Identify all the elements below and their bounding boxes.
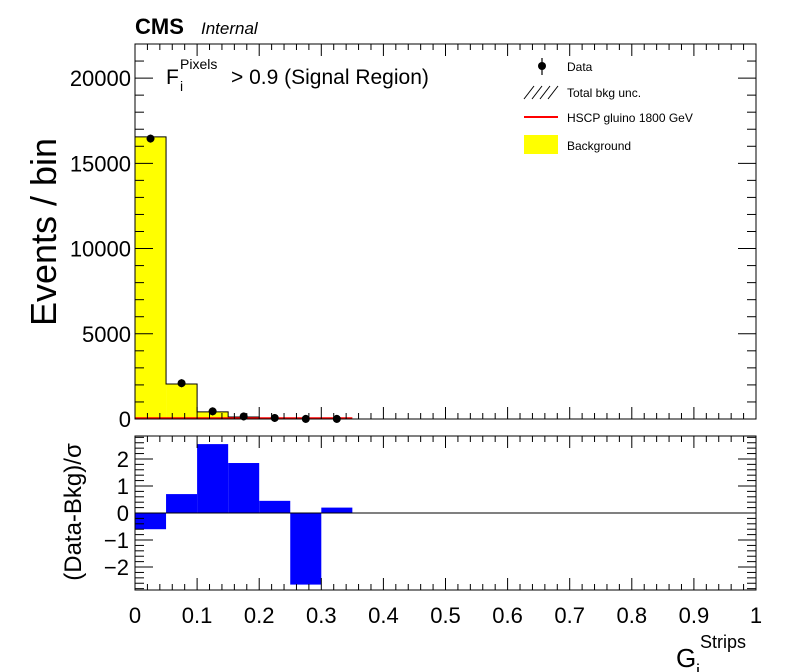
legend-unc-label: Total bkg unc. [567,86,641,100]
data-points [146,134,341,423]
background-bar [135,136,167,420]
x-tick-label: 0.7 [554,603,585,628]
data-point [270,413,279,422]
experiment-label: CMS [135,14,184,39]
ratio-y-tick-label: −2 [104,555,129,580]
legend-data-marker [538,58,546,75]
ratio-y-axis-title: (Data-Bkg)/σ [60,443,87,581]
x-tick-label: 0.2 [244,603,275,628]
x-tick-label: 0.6 [492,603,523,628]
ratio-y-tick-label: 2 [117,447,129,472]
background-histogram [134,136,353,420]
ratio-bar [259,500,291,513]
x-tick-label: 0.1 [182,603,213,628]
main-y-axis-title: Events / bin [23,138,64,326]
ratio-bar [197,444,229,513]
main-ticks [134,43,757,420]
ratio-frame [134,435,757,591]
annotation-base: F [166,66,179,89]
x-tick-label: 0.9 [679,603,710,628]
y-tick-label: 15000 [70,151,131,176]
annotation-sup: Pixels [180,56,217,72]
data-point [146,134,155,143]
legend-data-label: Data [567,60,593,74]
main-frame [134,43,757,420]
x-tick-label: 1 [750,603,762,628]
legend-background-label: Background [567,139,631,153]
data-point [177,379,186,388]
x-tick-label: 0.8 [617,603,648,628]
background-outline [134,136,353,420]
x-tick-label: 0.3 [306,603,337,628]
ratio-bar [321,507,353,513]
ratio-y-tick-label: 0 [117,501,129,526]
x-axis-title-sub: i [696,661,700,672]
y-tick-label: 0 [119,407,131,432]
x-axis-title: G i Strips [676,632,746,672]
y-tick-label: 20000 [70,66,131,91]
ratio-ticks [134,436,757,590]
main-y-tick-labels: 0 5000 10000 15000 20000 [70,66,131,432]
ratio-histogram [135,444,353,585]
ratio-bar [290,513,322,585]
x-axis-title-sup: Strips [700,632,746,652]
ratio-y-tick-label: −1 [104,528,129,553]
background-bar [197,411,229,419]
region-annotation: F i Pixels > 0.9 (Signal Region) [166,56,429,94]
x-tick-label: 0 [129,603,141,628]
legend-signal-label: HSCP gluino 1800 GeV [567,111,693,125]
status-label: Internal [201,19,259,38]
ratio-y-tick-label: 1 [117,474,129,499]
ratio-bar [228,463,260,513]
x-tick-label: 0.5 [430,603,461,628]
y-tick-label: 5000 [82,322,131,347]
ratio-bar [135,513,167,530]
data-point [208,407,217,416]
x-tick-label: 0.4 [368,603,399,628]
y-tick-label: 10000 [70,237,131,262]
main-plot: 0 5000 10000 15000 20000 Events / bin F i Pi… [23,43,757,432]
annotation-sub: i [180,78,183,94]
legend: Data Total bkg unc. HSCP gluino 1800 GeV… [523,58,693,154]
x-tick-labels: 0 0.1 0.2 0.3 0.4 0.5 0.6 0.7 0.8 0.9 1 [129,603,762,628]
ratio-bar [166,494,198,513]
annotation-rest: > 0.9 (Signal Region) [231,66,429,89]
legend-unc-hatch [523,85,559,100]
legend-background-swatch [524,135,558,154]
x-axis-title-base: G [676,643,696,672]
background-bar [166,384,198,419]
